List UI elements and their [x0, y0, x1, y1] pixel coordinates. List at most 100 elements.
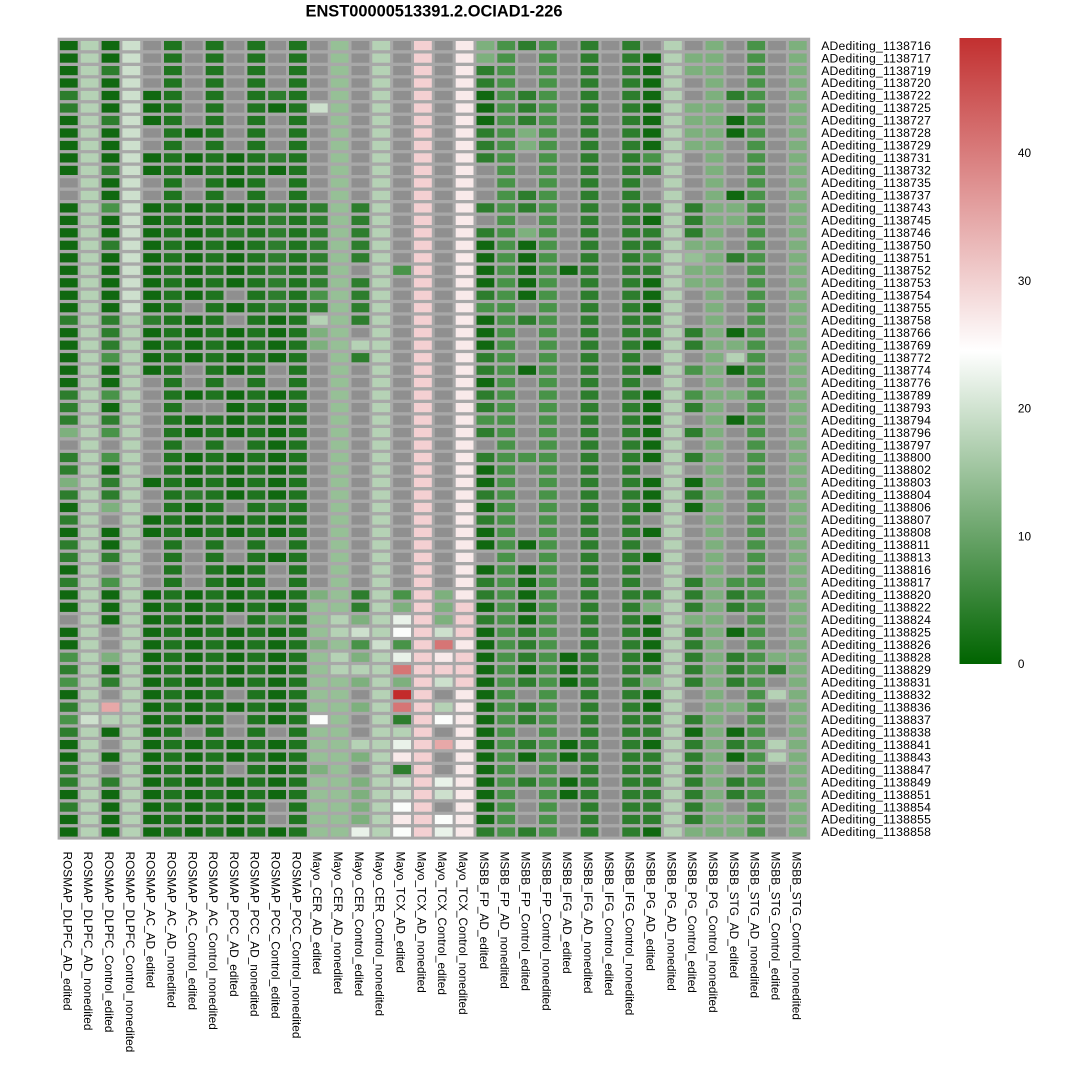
svg-text:MSBB_PG_AD_edited: MSBB_PG_AD_edited: [644, 852, 658, 972]
svg-text:ADediting_1138732: ADediting_1138732: [821, 164, 931, 178]
svg-text:ADediting_1138855: ADediting_1138855: [821, 813, 931, 827]
svg-text:MSBB_IFG_AD_nonedited: MSBB_IFG_AD_nonedited: [581, 852, 595, 994]
svg-text:ADediting_1138806: ADediting_1138806: [821, 501, 931, 515]
svg-text:ADediting_1138774: ADediting_1138774: [821, 363, 931, 377]
svg-text:ADediting_1138831: ADediting_1138831: [821, 675, 931, 689]
svg-text:ADediting_1138849: ADediting_1138849: [821, 775, 931, 789]
svg-text:Mayo_CER_Control_nonedited: Mayo_CER_Control_nonedited: [373, 852, 387, 1017]
svg-text:ADediting_1138808: ADediting_1138808: [821, 526, 931, 540]
svg-text:ADediting_1138822: ADediting_1138822: [821, 601, 931, 615]
svg-text:ADediting_1138735: ADediting_1138735: [821, 176, 931, 190]
svg-text:ADediting_1138769: ADediting_1138769: [821, 338, 931, 352]
svg-text:ADediting_1138722: ADediting_1138722: [821, 89, 931, 103]
svg-text:ADediting_1138752: ADediting_1138752: [821, 264, 931, 278]
svg-text:ROSMAP_DLPFC_AD_edited: ROSMAP_DLPFC_AD_edited: [60, 852, 74, 1011]
svg-text:ADediting_1138725: ADediting_1138725: [821, 101, 931, 115]
svg-text:ADediting_1138797: ADediting_1138797: [821, 438, 931, 452]
svg-text:ADediting_1138820: ADediting_1138820: [821, 588, 931, 602]
svg-text:ADediting_1138755: ADediting_1138755: [821, 301, 931, 315]
svg-text:ADediting_1138766: ADediting_1138766: [821, 326, 931, 340]
svg-text:MSBB_FP_Control_edited: MSBB_FP_Control_edited: [519, 852, 533, 991]
svg-text:ADediting_1138813: ADediting_1138813: [821, 551, 931, 565]
svg-text:ADediting_1138794: ADediting_1138794: [821, 413, 931, 427]
svg-text:ADediting_1138751: ADediting_1138751: [821, 251, 931, 265]
svg-text:Mayo_TCX_AD_nonedited: Mayo_TCX_AD_nonedited: [414, 852, 428, 993]
svg-text:ADediting_1138851: ADediting_1138851: [821, 788, 931, 802]
svg-text:MSBB_FP_AD_edited: MSBB_FP_AD_edited: [477, 852, 491, 970]
svg-text:ADediting_1138716: ADediting_1138716: [821, 39, 931, 53]
svg-text:ADediting_1138729: ADediting_1138729: [821, 139, 931, 153]
svg-text:ADediting_1138737: ADediting_1138737: [821, 189, 931, 203]
svg-text:ADediting_1138746: ADediting_1138746: [821, 226, 931, 240]
svg-text:ADediting_1138717: ADediting_1138717: [821, 51, 931, 65]
svg-text:MSBB_IFG_AD_edited: MSBB_IFG_AD_edited: [560, 852, 574, 974]
svg-text:ADediting_1138836: ADediting_1138836: [821, 700, 931, 714]
svg-text:ADediting_1138858: ADediting_1138858: [821, 825, 931, 839]
svg-text:ADediting_1138817: ADediting_1138817: [821, 576, 931, 590]
svg-text:0: 0: [1018, 657, 1025, 671]
svg-text:ADediting_1138804: ADediting_1138804: [821, 488, 931, 502]
svg-text:Mayo_CER_AD_nonedited: Mayo_CER_AD_nonedited: [331, 852, 345, 995]
svg-text:ADediting_1138743: ADediting_1138743: [821, 201, 931, 215]
svg-text:ADediting_1138719: ADediting_1138719: [821, 64, 931, 78]
svg-text:ADediting_1138807: ADediting_1138807: [821, 513, 931, 527]
svg-text:ADediting_1138754: ADediting_1138754: [821, 289, 931, 303]
svg-text:MSBB_FP_Control_nonedited: MSBB_FP_Control_nonedited: [539, 852, 553, 1011]
svg-text:MSBB_STG_Control_edited: MSBB_STG_Control_edited: [769, 852, 783, 1001]
svg-text:Mayo_CER_Control_edited: Mayo_CER_Control_edited: [352, 852, 366, 997]
svg-text:ROSMAP_DLPFC_AD_nonedited: ROSMAP_DLPFC_AD_nonedited: [81, 852, 95, 1031]
svg-text:Mayo_TCX_Control_edited: Mayo_TCX_Control_edited: [435, 852, 449, 995]
svg-text:ADediting_1138828: ADediting_1138828: [821, 651, 931, 665]
svg-text:Mayo_TCX_Control_nonedited: Mayo_TCX_Control_nonedited: [456, 852, 470, 1015]
svg-text:ADediting_1138758: ADediting_1138758: [821, 313, 931, 327]
svg-text:ROSMAP_DLPFC_Control_edited: ROSMAP_DLPFC_Control_edited: [102, 852, 116, 1033]
svg-text:ROSMAP_AC_Control_edited: ROSMAP_AC_Control_edited: [185, 852, 199, 1011]
svg-text:ADediting_1138803: ADediting_1138803: [821, 476, 931, 490]
svg-text:ADediting_1138728: ADediting_1138728: [821, 126, 931, 140]
svg-text:MSBB_PG_Control_nonedited: MSBB_PG_Control_nonedited: [706, 852, 720, 1013]
svg-text:ENST00000513391.2.OCIAD1-226: ENST00000513391.2.OCIAD1-226: [306, 2, 563, 20]
svg-text:MSBB_STG_AD_edited: MSBB_STG_AD_edited: [727, 852, 741, 979]
svg-text:ADediting_1138838: ADediting_1138838: [821, 725, 931, 739]
svg-text:ADediting_1138824: ADediting_1138824: [821, 613, 931, 627]
svg-text:ROSMAP_PCC_Control_edited: ROSMAP_PCC_Control_edited: [269, 852, 283, 1019]
svg-text:Mayo_CER_AD_edited: Mayo_CER_AD_edited: [310, 852, 324, 975]
svg-text:MSBB_PG_AD_nonedited: MSBB_PG_AD_nonedited: [664, 852, 678, 991]
svg-text:ADediting_1138829: ADediting_1138829: [821, 663, 931, 677]
svg-text:MSBB_IFG_Control_edited: MSBB_IFG_Control_edited: [602, 852, 616, 996]
svg-text:ADediting_1138796: ADediting_1138796: [821, 426, 931, 440]
svg-text:ADediting_1138750: ADediting_1138750: [821, 239, 931, 253]
svg-text:ADediting_1138800: ADediting_1138800: [821, 451, 931, 465]
svg-text:ROSMAP_AC_AD_nonedited: ROSMAP_AC_AD_nonedited: [164, 852, 178, 1009]
svg-text:MSBB_FP_AD_nonedited: MSBB_FP_AD_nonedited: [498, 852, 512, 989]
svg-text:ADediting_1138793: ADediting_1138793: [821, 401, 931, 415]
svg-text:ROSMAP_AC_AD_edited: ROSMAP_AC_AD_edited: [144, 852, 158, 989]
svg-text:MSBB_IFG_Control_nonedited: MSBB_IFG_Control_nonedited: [623, 852, 637, 1016]
svg-text:30: 30: [1018, 274, 1032, 288]
svg-text:ADediting_1138772: ADediting_1138772: [821, 351, 931, 365]
svg-text:MSBB_STG_Control_nonedited: MSBB_STG_Control_nonedited: [789, 852, 803, 1021]
svg-text:ADediting_1138843: ADediting_1138843: [821, 750, 931, 764]
svg-text:ROSMAP_PCC_AD_edited: ROSMAP_PCC_AD_edited: [227, 852, 241, 997]
svg-text:ADediting_1138731: ADediting_1138731: [821, 151, 931, 165]
svg-text:40: 40: [1018, 146, 1032, 160]
svg-text:MSBB_PG_Control_edited: MSBB_PG_Control_edited: [685, 852, 699, 993]
svg-text:ADediting_1138816: ADediting_1138816: [821, 563, 931, 577]
svg-text:ROSMAP_DLPFC_Control_nonedited: ROSMAP_DLPFC_Control_nonedited: [123, 852, 137, 1053]
svg-text:ADediting_1138841: ADediting_1138841: [821, 738, 931, 752]
svg-text:ADediting_1138789: ADediting_1138789: [821, 388, 931, 402]
svg-text:ADediting_1138837: ADediting_1138837: [821, 713, 931, 727]
svg-text:20: 20: [1018, 402, 1032, 416]
svg-text:10: 10: [1018, 529, 1032, 543]
svg-text:ADediting_1138825: ADediting_1138825: [821, 626, 931, 640]
svg-text:ADediting_1138720: ADediting_1138720: [821, 76, 931, 90]
svg-text:MSBB_STG_AD_nonedited: MSBB_STG_AD_nonedited: [748, 852, 762, 999]
svg-text:ADediting_1138727: ADediting_1138727: [821, 114, 931, 128]
svg-text:ROSMAP_PCC_AD_nonedited: ROSMAP_PCC_AD_nonedited: [248, 852, 262, 1017]
svg-text:ADediting_1138854: ADediting_1138854: [821, 800, 931, 814]
svg-text:ADediting_1138776: ADediting_1138776: [821, 376, 931, 390]
svg-text:ADediting_1138802: ADediting_1138802: [821, 463, 931, 477]
svg-text:ADediting_1138745: ADediting_1138745: [821, 214, 931, 228]
svg-text:ADediting_1138811: ADediting_1138811: [821, 538, 930, 552]
svg-text:ROSMAP_AC_Control_nonedited: ROSMAP_AC_Control_nonedited: [206, 852, 220, 1030]
